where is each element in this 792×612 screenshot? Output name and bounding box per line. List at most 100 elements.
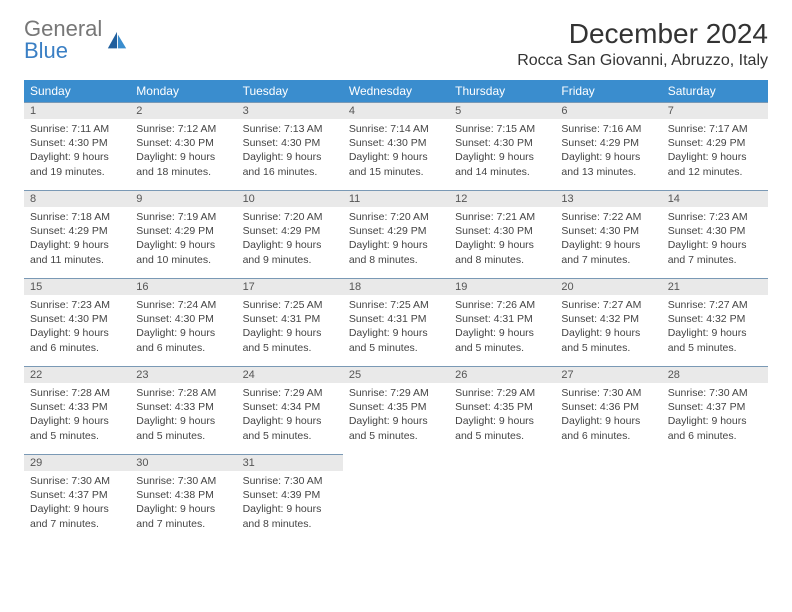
day-number: 13 <box>555 190 661 207</box>
day-number: 15 <box>24 278 130 295</box>
day-number: 28 <box>662 366 768 383</box>
calendar-row: 8Sunrise: 7:18 AMSunset: 4:29 PMDaylight… <box>24 190 768 278</box>
weekday-header: Wednesday <box>343 80 449 102</box>
calendar-row: 22Sunrise: 7:28 AMSunset: 4:33 PMDayligh… <box>24 366 768 454</box>
weekday-header-row: SundayMondayTuesdayWednesdayThursdayFrid… <box>24 80 768 102</box>
calendar-cell: 21Sunrise: 7:27 AMSunset: 4:32 PMDayligh… <box>662 278 768 366</box>
calendar-cell: 10Sunrise: 7:20 AMSunset: 4:29 PMDayligh… <box>237 190 343 278</box>
day-body: Sunrise: 7:27 AMSunset: 4:32 PMDaylight:… <box>662 295 768 359</box>
logo-text-2: Blue <box>24 38 68 63</box>
calendar-row: 1Sunrise: 7:11 AMSunset: 4:30 PMDaylight… <box>24 102 768 190</box>
day-number: 19 <box>449 278 555 295</box>
day-body: Sunrise: 7:24 AMSunset: 4:30 PMDaylight:… <box>130 295 236 359</box>
day-body: Sunrise: 7:29 AMSunset: 4:35 PMDaylight:… <box>449 383 555 447</box>
location: Rocca San Giovanni, Abruzzo, Italy <box>517 52 768 70</box>
day-number: 1 <box>24 102 130 119</box>
day-number: 9 <box>130 190 236 207</box>
day-body: Sunrise: 7:20 AMSunset: 4:29 PMDaylight:… <box>343 207 449 271</box>
day-body: Sunrise: 7:23 AMSunset: 4:30 PMDaylight:… <box>24 295 130 359</box>
calendar-cell: 5Sunrise: 7:15 AMSunset: 4:30 PMDaylight… <box>449 102 555 190</box>
logo-sail-icon <box>104 30 130 52</box>
calendar-row: 29Sunrise: 7:30 AMSunset: 4:37 PMDayligh… <box>24 454 768 542</box>
day-body: Sunrise: 7:20 AMSunset: 4:29 PMDaylight:… <box>237 207 343 271</box>
calendar-cell: 15Sunrise: 7:23 AMSunset: 4:30 PMDayligh… <box>24 278 130 366</box>
day-body: Sunrise: 7:30 AMSunset: 4:39 PMDaylight:… <box>237 471 343 535</box>
calendar-cell: 26Sunrise: 7:29 AMSunset: 4:35 PMDayligh… <box>449 366 555 454</box>
day-number: 8 <box>24 190 130 207</box>
calendar-cell: 28Sunrise: 7:30 AMSunset: 4:37 PMDayligh… <box>662 366 768 454</box>
calendar-cell: 14Sunrise: 7:23 AMSunset: 4:30 PMDayligh… <box>662 190 768 278</box>
day-number: 27 <box>555 366 661 383</box>
day-body: Sunrise: 7:25 AMSunset: 4:31 PMDaylight:… <box>237 295 343 359</box>
calendar-cell: 16Sunrise: 7:24 AMSunset: 4:30 PMDayligh… <box>130 278 236 366</box>
day-number: 30 <box>130 454 236 471</box>
month-title: December 2024 <box>517 18 768 50</box>
calendar-cell: 30Sunrise: 7:30 AMSunset: 4:38 PMDayligh… <box>130 454 236 542</box>
day-number: 14 <box>662 190 768 207</box>
calendar-cell: 1Sunrise: 7:11 AMSunset: 4:30 PMDaylight… <box>24 102 130 190</box>
calendar-cell: 11Sunrise: 7:20 AMSunset: 4:29 PMDayligh… <box>343 190 449 278</box>
calendar-cell: 18Sunrise: 7:25 AMSunset: 4:31 PMDayligh… <box>343 278 449 366</box>
calendar-cell: 24Sunrise: 7:29 AMSunset: 4:34 PMDayligh… <box>237 366 343 454</box>
day-body: Sunrise: 7:13 AMSunset: 4:30 PMDaylight:… <box>237 119 343 183</box>
day-body: Sunrise: 7:19 AMSunset: 4:29 PMDaylight:… <box>130 207 236 271</box>
day-number: 20 <box>555 278 661 295</box>
day-body: Sunrise: 7:28 AMSunset: 4:33 PMDaylight:… <box>24 383 130 447</box>
calendar-cell: 19Sunrise: 7:26 AMSunset: 4:31 PMDayligh… <box>449 278 555 366</box>
calendar-cell: 9Sunrise: 7:19 AMSunset: 4:29 PMDaylight… <box>130 190 236 278</box>
day-number: 25 <box>343 366 449 383</box>
day-number: 11 <box>343 190 449 207</box>
calendar-row: 15Sunrise: 7:23 AMSunset: 4:30 PMDayligh… <box>24 278 768 366</box>
day-number: 17 <box>237 278 343 295</box>
weekday-header: Saturday <box>662 80 768 102</box>
day-number: 12 <box>449 190 555 207</box>
day-number: 26 <box>449 366 555 383</box>
day-body: Sunrise: 7:14 AMSunset: 4:30 PMDaylight:… <box>343 119 449 183</box>
calendar-cell: .. <box>662 454 768 542</box>
day-number: 6 <box>555 102 661 119</box>
day-body: Sunrise: 7:25 AMSunset: 4:31 PMDaylight:… <box>343 295 449 359</box>
weekday-header: Thursday <box>449 80 555 102</box>
calendar-cell: 27Sunrise: 7:30 AMSunset: 4:36 PMDayligh… <box>555 366 661 454</box>
day-body: Sunrise: 7:29 AMSunset: 4:35 PMDaylight:… <box>343 383 449 447</box>
day-body: Sunrise: 7:30 AMSunset: 4:36 PMDaylight:… <box>555 383 661 447</box>
day-body: Sunrise: 7:17 AMSunset: 4:29 PMDaylight:… <box>662 119 768 183</box>
day-body: Sunrise: 7:15 AMSunset: 4:30 PMDaylight:… <box>449 119 555 183</box>
calendar-cell: 12Sunrise: 7:21 AMSunset: 4:30 PMDayligh… <box>449 190 555 278</box>
day-body: Sunrise: 7:22 AMSunset: 4:30 PMDaylight:… <box>555 207 661 271</box>
header: General Blue December 2024 Rocca San Gio… <box>24 18 768 70</box>
calendar-body: 1Sunrise: 7:11 AMSunset: 4:30 PMDaylight… <box>24 102 768 542</box>
day-number: 18 <box>343 278 449 295</box>
day-body: Sunrise: 7:16 AMSunset: 4:29 PMDaylight:… <box>555 119 661 183</box>
day-body: Sunrise: 7:21 AMSunset: 4:30 PMDaylight:… <box>449 207 555 271</box>
day-body: Sunrise: 7:12 AMSunset: 4:30 PMDaylight:… <box>130 119 236 183</box>
calendar-cell: .. <box>555 454 661 542</box>
calendar-cell: 31Sunrise: 7:30 AMSunset: 4:39 PMDayligh… <box>237 454 343 542</box>
calendar-cell: 4Sunrise: 7:14 AMSunset: 4:30 PMDaylight… <box>343 102 449 190</box>
day-number: 22 <box>24 366 130 383</box>
calendar-cell: 22Sunrise: 7:28 AMSunset: 4:33 PMDayligh… <box>24 366 130 454</box>
day-number: 24 <box>237 366 343 383</box>
day-number: 31 <box>237 454 343 471</box>
day-body: Sunrise: 7:30 AMSunset: 4:38 PMDaylight:… <box>130 471 236 535</box>
calendar-cell: 20Sunrise: 7:27 AMSunset: 4:32 PMDayligh… <box>555 278 661 366</box>
day-body: Sunrise: 7:18 AMSunset: 4:29 PMDaylight:… <box>24 207 130 271</box>
calendar-cell: 8Sunrise: 7:18 AMSunset: 4:29 PMDaylight… <box>24 190 130 278</box>
title-block: December 2024 Rocca San Giovanni, Abruzz… <box>517 18 768 70</box>
day-number: 21 <box>662 278 768 295</box>
day-number: 16 <box>130 278 236 295</box>
day-number: 4 <box>343 102 449 119</box>
day-body: Sunrise: 7:11 AMSunset: 4:30 PMDaylight:… <box>24 119 130 183</box>
weekday-header: Friday <box>555 80 661 102</box>
calendar-cell: 29Sunrise: 7:30 AMSunset: 4:37 PMDayligh… <box>24 454 130 542</box>
day-number: 5 <box>449 102 555 119</box>
calendar-cell: 17Sunrise: 7:25 AMSunset: 4:31 PMDayligh… <box>237 278 343 366</box>
day-body: Sunrise: 7:26 AMSunset: 4:31 PMDaylight:… <box>449 295 555 359</box>
calendar-cell: 23Sunrise: 7:28 AMSunset: 4:33 PMDayligh… <box>130 366 236 454</box>
day-body: Sunrise: 7:30 AMSunset: 4:37 PMDaylight:… <box>662 383 768 447</box>
weekday-header: Sunday <box>24 80 130 102</box>
day-number: 3 <box>237 102 343 119</box>
calendar-cell: 6Sunrise: 7:16 AMSunset: 4:29 PMDaylight… <box>555 102 661 190</box>
weekday-header: Monday <box>130 80 236 102</box>
calendar-cell: 2Sunrise: 7:12 AMSunset: 4:30 PMDaylight… <box>130 102 236 190</box>
